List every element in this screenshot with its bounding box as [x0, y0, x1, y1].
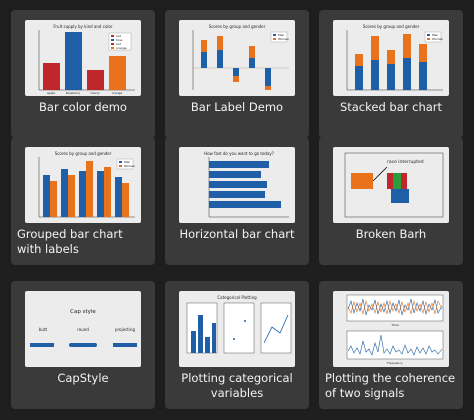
- card-title[interactable]: CapStyle: [57, 371, 109, 385]
- legend-label: orange: [116, 46, 127, 50]
- legend-label: Men: [432, 33, 438, 37]
- x-tick-label: orange: [112, 91, 123, 95]
- gallery-card-grouped-bar-chart[interactable]: Scores by group and gender Men Women Gro…: [11, 137, 155, 265]
- thumbnail-coherence-two-signals: Time Frequency: [333, 291, 449, 367]
- card-title[interactable]: Horizontal bar chart: [179, 227, 295, 241]
- thumbnail-broken-barh: race interrupted: [333, 147, 449, 223]
- gallery-card-coherence-two-signals[interactable]: Time Frequency Plotting the coherence of…: [319, 281, 463, 409]
- legend-label: Women: [124, 164, 135, 168]
- x-tick-label: cherry: [90, 91, 100, 95]
- thumb-title: Scores by group and gender: [55, 151, 112, 156]
- thumb-title: How fast do you want to go today?: [204, 151, 274, 156]
- card-title[interactable]: Stacked bar chart: [339, 100, 443, 114]
- card-title[interactable]: Broken Barh: [355, 227, 427, 241]
- x-axis-label: Frequency: [387, 361, 403, 365]
- thumbnail-bar-color-demo: Fruit supply by kind and color red blue …: [25, 20, 141, 96]
- gallery-card-categorical-variables[interactable]: Categorical Plotting Plotting categorica…: [165, 281, 309, 409]
- legend-label: blue: [116, 38, 123, 42]
- x-axis-label: Time: [390, 323, 398, 327]
- gallery-card-broken-barh[interactable]: race interrupted Broken Barh: [319, 137, 463, 265]
- thumbnail-capstyle: Cap style butt round projecting: [25, 291, 141, 367]
- thumbnail-bar-label-demo: Scores by group and gender Men Women: [179, 20, 295, 96]
- cap-label: round: [77, 327, 89, 332]
- card-title[interactable]: Grouped bar chart with labels: [17, 227, 123, 256]
- gallery-card-horizontal-bar-chart[interactable]: How fast do you want to go today? Horizo…: [165, 137, 309, 265]
- x-tick-label: apple: [47, 91, 55, 95]
- thumb-annotation: race interrupted: [387, 159, 424, 165]
- legend-label: Men: [278, 33, 284, 37]
- thumb-title: Cap style: [70, 309, 96, 315]
- legend-label: Women: [432, 37, 443, 41]
- thumbnail-grouped-bar-chart: Scores by group and gender Men Women: [25, 147, 141, 223]
- card-title[interactable]: Plotting the coherence of two signals: [325, 371, 456, 400]
- legend-label: Women: [278, 37, 289, 41]
- cap-label: projecting: [115, 327, 136, 332]
- card-title[interactable]: Bar Label Demo: [190, 100, 284, 114]
- gallery-card-stacked-bar-chart[interactable]: Scores by group and gender Men Women Sta…: [319, 10, 463, 138]
- legend-label: Men: [124, 160, 130, 164]
- thumb-title: Fruit supply by kind and color: [53, 24, 113, 29]
- cap-label: butt: [39, 327, 48, 332]
- thumb-title: Scores by group and gender: [363, 24, 420, 29]
- thumbnail-categorical-variables: Categorical Plotting: [179, 291, 295, 367]
- x-tick-label: blueberry: [66, 91, 81, 95]
- card-title[interactable]: Bar color demo: [39, 100, 127, 114]
- legend-label: red: [116, 34, 121, 38]
- thumbnail-stacked-bar-chart: Scores by group and gender Men Women: [333, 20, 449, 96]
- gallery-card-bar-label-demo[interactable]: Scores by group and gender Men Women Bar…: [165, 10, 309, 138]
- legend-label: red: [116, 42, 121, 46]
- thumb-title: Scores by group and gender: [209, 24, 266, 29]
- thumb-title: Categorical Plotting: [217, 295, 257, 300]
- gallery-card-capstyle[interactable]: Cap style butt round projecting CapStyle: [11, 281, 155, 409]
- gallery-card-bar-color-demo[interactable]: Fruit supply by kind and color red blue …: [11, 10, 155, 138]
- card-title[interactable]: Plotting categorical variables: [181, 371, 293, 400]
- thumbnail-horizontal-bar-chart: How fast do you want to go today?: [179, 147, 295, 223]
